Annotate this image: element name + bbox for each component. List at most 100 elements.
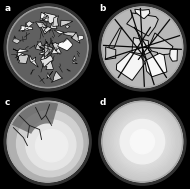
Polygon shape: [58, 38, 72, 51]
Circle shape: [138, 136, 148, 147]
Polygon shape: [135, 9, 150, 19]
Polygon shape: [41, 42, 50, 49]
Polygon shape: [132, 38, 151, 54]
Polygon shape: [71, 32, 80, 43]
Polygon shape: [149, 33, 173, 55]
Polygon shape: [127, 13, 158, 36]
Circle shape: [130, 129, 156, 155]
Circle shape: [134, 132, 152, 151]
Polygon shape: [17, 57, 19, 60]
Circle shape: [141, 139, 146, 144]
Polygon shape: [61, 20, 73, 27]
Circle shape: [7, 7, 88, 88]
Polygon shape: [51, 42, 62, 51]
Circle shape: [109, 108, 177, 176]
Circle shape: [102, 101, 183, 182]
Polygon shape: [73, 61, 77, 64]
Circle shape: [113, 112, 173, 172]
Circle shape: [102, 7, 183, 88]
Circle shape: [117, 115, 169, 168]
Circle shape: [133, 131, 154, 152]
Polygon shape: [12, 102, 58, 134]
Polygon shape: [116, 52, 145, 80]
Circle shape: [130, 129, 154, 154]
Circle shape: [17, 111, 83, 177]
Polygon shape: [41, 24, 52, 34]
Circle shape: [118, 117, 168, 167]
Circle shape: [127, 126, 159, 157]
Polygon shape: [42, 47, 52, 54]
Polygon shape: [42, 15, 48, 20]
Circle shape: [99, 98, 186, 185]
Circle shape: [114, 113, 172, 170]
Polygon shape: [47, 73, 51, 80]
Polygon shape: [13, 49, 26, 57]
Circle shape: [137, 135, 150, 148]
Circle shape: [135, 134, 151, 149]
Polygon shape: [36, 22, 47, 28]
Circle shape: [26, 120, 76, 170]
Polygon shape: [64, 32, 76, 37]
Text: b: b: [100, 4, 106, 13]
Circle shape: [116, 114, 171, 169]
Circle shape: [129, 127, 158, 156]
Polygon shape: [41, 46, 53, 50]
Polygon shape: [13, 39, 21, 44]
Polygon shape: [145, 53, 167, 77]
Circle shape: [131, 130, 155, 153]
Circle shape: [122, 121, 164, 163]
Polygon shape: [65, 24, 70, 29]
Polygon shape: [51, 43, 61, 54]
Polygon shape: [40, 47, 46, 50]
Circle shape: [125, 123, 162, 160]
Polygon shape: [26, 21, 34, 27]
Polygon shape: [54, 30, 64, 34]
Polygon shape: [14, 36, 16, 38]
Polygon shape: [30, 70, 33, 74]
Polygon shape: [41, 27, 47, 34]
Polygon shape: [170, 49, 177, 61]
Circle shape: [111, 109, 176, 174]
Circle shape: [105, 104, 181, 180]
Circle shape: [99, 4, 186, 91]
Polygon shape: [67, 69, 71, 71]
Polygon shape: [51, 71, 63, 82]
Polygon shape: [53, 16, 59, 26]
Polygon shape: [44, 45, 53, 53]
Polygon shape: [44, 13, 56, 24]
Polygon shape: [22, 28, 28, 31]
Circle shape: [7, 101, 88, 182]
Polygon shape: [16, 54, 29, 64]
Text: a: a: [5, 4, 11, 13]
Polygon shape: [78, 35, 84, 41]
Circle shape: [107, 105, 180, 178]
Polygon shape: [19, 26, 33, 31]
Text: d: d: [100, 98, 106, 107]
Polygon shape: [40, 41, 51, 50]
Circle shape: [121, 119, 165, 164]
Polygon shape: [40, 55, 54, 67]
Polygon shape: [17, 49, 28, 53]
Circle shape: [142, 140, 144, 143]
Circle shape: [126, 125, 160, 159]
Circle shape: [112, 110, 174, 173]
Polygon shape: [40, 49, 49, 59]
Polygon shape: [41, 54, 47, 67]
Polygon shape: [36, 41, 45, 53]
Circle shape: [120, 119, 165, 164]
Polygon shape: [44, 57, 53, 70]
Circle shape: [139, 138, 147, 146]
Polygon shape: [109, 27, 122, 48]
Circle shape: [120, 118, 167, 165]
Polygon shape: [50, 18, 57, 29]
Circle shape: [4, 4, 91, 91]
Polygon shape: [44, 45, 52, 57]
Circle shape: [104, 102, 182, 181]
Text: c: c: [5, 98, 10, 107]
Polygon shape: [47, 71, 53, 79]
Polygon shape: [72, 56, 76, 61]
Polygon shape: [30, 55, 38, 67]
Polygon shape: [105, 47, 116, 60]
Circle shape: [4, 98, 91, 185]
Polygon shape: [40, 12, 48, 21]
